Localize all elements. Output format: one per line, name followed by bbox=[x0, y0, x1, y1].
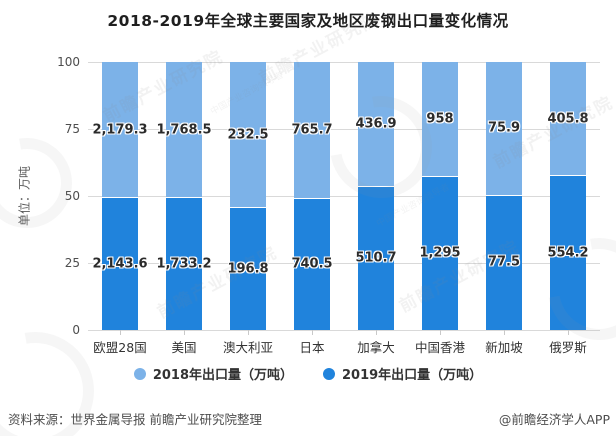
x-label-中国香港: 中国香港 bbox=[414, 340, 466, 355]
bar-2019-中国香港 bbox=[422, 175, 458, 330]
y-tick-label-50: 50 bbox=[64, 189, 80, 203]
data-label-2018-欧盟28国: 2,179.3 bbox=[92, 122, 148, 138]
data-label-2019-欧盟28国: 2,143.6 bbox=[92, 256, 148, 272]
y-tick-label-0: 0 bbox=[72, 323, 80, 337]
y-tick-label-25: 25 bbox=[64, 256, 80, 270]
legend-label: 2019年出口量（万吨） bbox=[342, 368, 483, 383]
bar-2019-加拿大 bbox=[358, 185, 394, 330]
bar-2018-俄罗斯 bbox=[550, 62, 586, 176]
x-tick-欧盟28国 bbox=[120, 330, 121, 335]
data-label-2019-加拿大: 510.7 bbox=[355, 250, 397, 266]
data-label-2019-中国香港: 1,295 bbox=[419, 245, 461, 261]
bar-2019-俄罗斯 bbox=[550, 175, 586, 330]
bar-2019-欧盟28国 bbox=[102, 197, 138, 330]
bar-2019-澳大利亚 bbox=[230, 207, 266, 330]
data-label-2019-美国: 1,733.2 bbox=[156, 256, 212, 272]
data-label-2019-俄罗斯: 554.2 bbox=[547, 245, 589, 261]
footer: 资料来源：世界金属导报 前瞻产业研究院整理 @前瞻经济学人APP bbox=[8, 409, 610, 428]
gridline-50 bbox=[88, 196, 600, 197]
data-label-2018-日本: 765.7 bbox=[291, 122, 333, 138]
x-tick-加拿大 bbox=[376, 330, 377, 335]
x-label-新加坡: 新加坡 bbox=[485, 340, 523, 355]
gridline-75 bbox=[88, 129, 600, 130]
legend-label: 2018年出口量（万吨） bbox=[152, 368, 293, 383]
gridline-100 bbox=[88, 62, 600, 63]
bar-2019-美国 bbox=[166, 197, 202, 330]
bar-2018-日本 bbox=[294, 62, 330, 199]
legend-marker-icon bbox=[323, 367, 335, 380]
x-tick-中国香港 bbox=[440, 330, 441, 335]
x-label-加拿大: 加拿大 bbox=[357, 340, 395, 355]
bar-2018-加拿大 bbox=[358, 62, 394, 186]
data-label-2018-美国: 1,768.5 bbox=[156, 122, 212, 138]
data-label-2018-新加坡: 75.9 bbox=[487, 120, 521, 136]
x-label-美国: 美国 bbox=[171, 340, 197, 355]
y-tick-label-100: 100 bbox=[57, 55, 80, 69]
x-label-欧盟28国: 欧盟28国 bbox=[93, 340, 147, 355]
data-label-2018-加拿大: 436.9 bbox=[355, 116, 397, 132]
x-label-日本: 日本 bbox=[299, 340, 325, 355]
data-label-2019-日本: 740.5 bbox=[291, 256, 333, 272]
x-tick-美国 bbox=[184, 330, 185, 335]
brand-credit: @前瞻经济学人APP bbox=[498, 412, 610, 427]
bar-2019-新加坡 bbox=[486, 194, 522, 330]
data-label-2018-俄罗斯: 405.8 bbox=[547, 111, 589, 127]
bar-2018-欧盟28国 bbox=[102, 62, 138, 198]
data-label-2019-澳大利亚: 196.8 bbox=[227, 261, 269, 277]
x-tick-日本 bbox=[312, 330, 313, 335]
x-tick-澳大利亚 bbox=[248, 330, 249, 335]
y-tick-label-75: 75 bbox=[64, 122, 80, 136]
legend-item-2018[interactable]: 2018年出口量（万吨） bbox=[133, 364, 293, 383]
x-label-俄罗斯: 俄罗斯 bbox=[549, 340, 587, 355]
bar-2018-澳大利亚 bbox=[230, 62, 266, 208]
gridline-0 bbox=[88, 330, 600, 331]
chart-title: 2018-2019年全球主要国家及地区废钢出口量变化情况 bbox=[107, 12, 509, 30]
gridline-25 bbox=[88, 263, 600, 264]
data-label-2019-新加坡: 77.5 bbox=[487, 254, 521, 270]
bar-2018-新加坡 bbox=[486, 62, 522, 195]
x-tick-新加坡 bbox=[504, 330, 505, 335]
bar-2018-中国香港 bbox=[422, 62, 458, 176]
bar-2018-美国 bbox=[166, 62, 202, 198]
legend-marker-icon bbox=[133, 367, 146, 380]
data-label-2018-中国香港: 958 bbox=[426, 111, 454, 127]
x-label-澳大利亚: 澳大利亚 bbox=[222, 340, 274, 355]
x-tick-俄罗斯 bbox=[568, 330, 569, 335]
bar-2019-日本 bbox=[294, 198, 330, 330]
legend: 2018年出口量（万吨） 2019年出口量（万吨） bbox=[0, 364, 616, 383]
data-label-2018-澳大利亚: 232.5 bbox=[227, 127, 269, 143]
source-note: 资料来源：世界金属导报 前瞻产业研究院整理 bbox=[8, 412, 262, 427]
legend-item-2019[interactable]: 2019年出口量（万吨） bbox=[323, 364, 482, 383]
